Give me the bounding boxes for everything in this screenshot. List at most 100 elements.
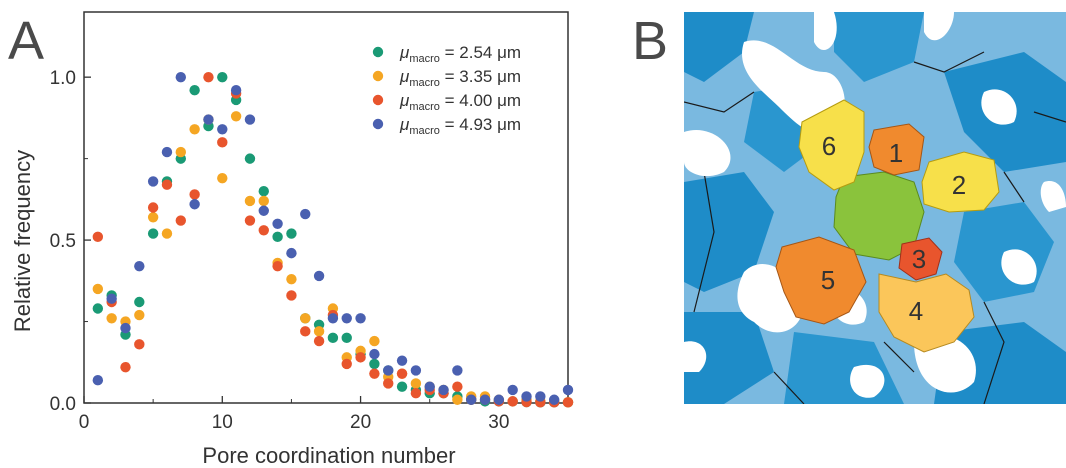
pore-6: [798, 99, 865, 191]
series-4: [92, 71, 574, 405]
data-point: [175, 215, 186, 226]
data-point: [134, 309, 145, 321]
data-point: [272, 218, 283, 229]
data-point: [535, 391, 546, 402]
pore-label-1: 1: [889, 138, 903, 168]
data-point: [300, 313, 311, 324]
data-point: [313, 270, 325, 282]
data-point: [106, 293, 117, 304]
data-point: [134, 339, 145, 350]
data-point: [134, 260, 145, 272]
data-point: [272, 231, 283, 243]
data-point: [396, 368, 408, 379]
data-point: [230, 85, 242, 96]
data-point: [479, 394, 491, 405]
data-point: [244, 195, 256, 207]
data-point: [244, 114, 256, 125]
data-point: [217, 71, 228, 83]
pore-region: [684, 312, 774, 404]
data-point: [452, 394, 463, 405]
pore-label-5: 5: [821, 265, 835, 295]
legend-marker: [372, 94, 384, 106]
pore-label-4: 4: [909, 296, 923, 326]
legend-marker: [372, 46, 384, 58]
pore-number-labels: 6 1 2 3 5 4: [821, 131, 966, 326]
data-point: [175, 146, 186, 158]
legend-entry: μmacro = 4.00 μm: [399, 91, 521, 113]
y-axis-label: Relative frequency: [10, 150, 35, 332]
data-point: [258, 186, 269, 197]
data-point: [147, 212, 159, 223]
data-points: [92, 71, 574, 408]
legend-entry: μmacro = 2.54 μm: [399, 43, 521, 65]
data-point: [189, 85, 200, 96]
data-point: [355, 352, 366, 363]
y-tick-label: 1.0: [50, 68, 76, 89]
data-point: [369, 368, 380, 379]
data-point: [258, 225, 269, 236]
pore-2: [921, 151, 1000, 213]
data-point: [258, 195, 269, 207]
data-point: [507, 396, 518, 407]
data-point: [327, 332, 339, 344]
x-tick-label: 0: [79, 412, 90, 433]
pore-1: [868, 123, 925, 176]
data-point: [521, 391, 532, 402]
data-point: [341, 358, 352, 370]
data-point: [92, 303, 104, 314]
legend-marker: [372, 70, 384, 82]
y-tick-label: 0.5: [50, 231, 76, 252]
data-point: [300, 208, 311, 220]
x-tick-label: 30: [488, 412, 509, 433]
pore-label-2: 2: [952, 170, 966, 200]
data-point: [286, 273, 297, 285]
data-point: [410, 388, 422, 399]
pore-network-micrograph: 6 1 2 3 5 4: [684, 12, 1066, 404]
pore-3: [898, 237, 943, 281]
plot-border: [83, 11, 569, 404]
x-axis-label: Pore coordination number: [202, 443, 455, 468]
data-point: [272, 260, 283, 272]
pore-boundaries: [684, 51, 1066, 404]
plot-frame: [83, 11, 569, 404]
data-point: [313, 326, 325, 337]
data-point: [313, 335, 325, 347]
legend-entry: μmacro = 4.93 μm: [399, 115, 521, 137]
data-point: [147, 176, 159, 187]
data-point: [120, 361, 131, 373]
data-point: [286, 228, 297, 239]
data-point: [203, 71, 214, 83]
data-point: [92, 283, 104, 295]
pore-label-3: 3: [912, 244, 926, 274]
legend-marker: [372, 118, 384, 130]
data-point: [258, 205, 269, 216]
data-point: [452, 381, 463, 392]
data-point: [120, 322, 131, 334]
data-point: [286, 247, 297, 259]
data-point: [396, 355, 408, 366]
data-point: [134, 296, 145, 308]
y-axis: 0.0 0.5 1.0: [50, 68, 91, 415]
data-point: [369, 348, 380, 360]
data-point: [244, 153, 256, 164]
data-point: [410, 365, 422, 376]
data-point: [562, 384, 574, 396]
panel-label-b: B: [632, 11, 669, 71]
pore-region: [684, 12, 754, 82]
pore-4: [878, 273, 975, 353]
pore-5: [775, 236, 867, 325]
data-point: [217, 172, 228, 184]
pore-region: [834, 12, 924, 82]
data-point: [507, 384, 518, 396]
data-point: [244, 215, 256, 226]
data-point: [92, 231, 104, 243]
x-tick-label: 20: [350, 412, 371, 433]
data-point: [189, 199, 200, 210]
data-point: [341, 332, 352, 344]
data-point: [203, 114, 214, 125]
data-point: [161, 146, 173, 158]
data-point: [147, 202, 159, 213]
data-point: [161, 179, 173, 190]
